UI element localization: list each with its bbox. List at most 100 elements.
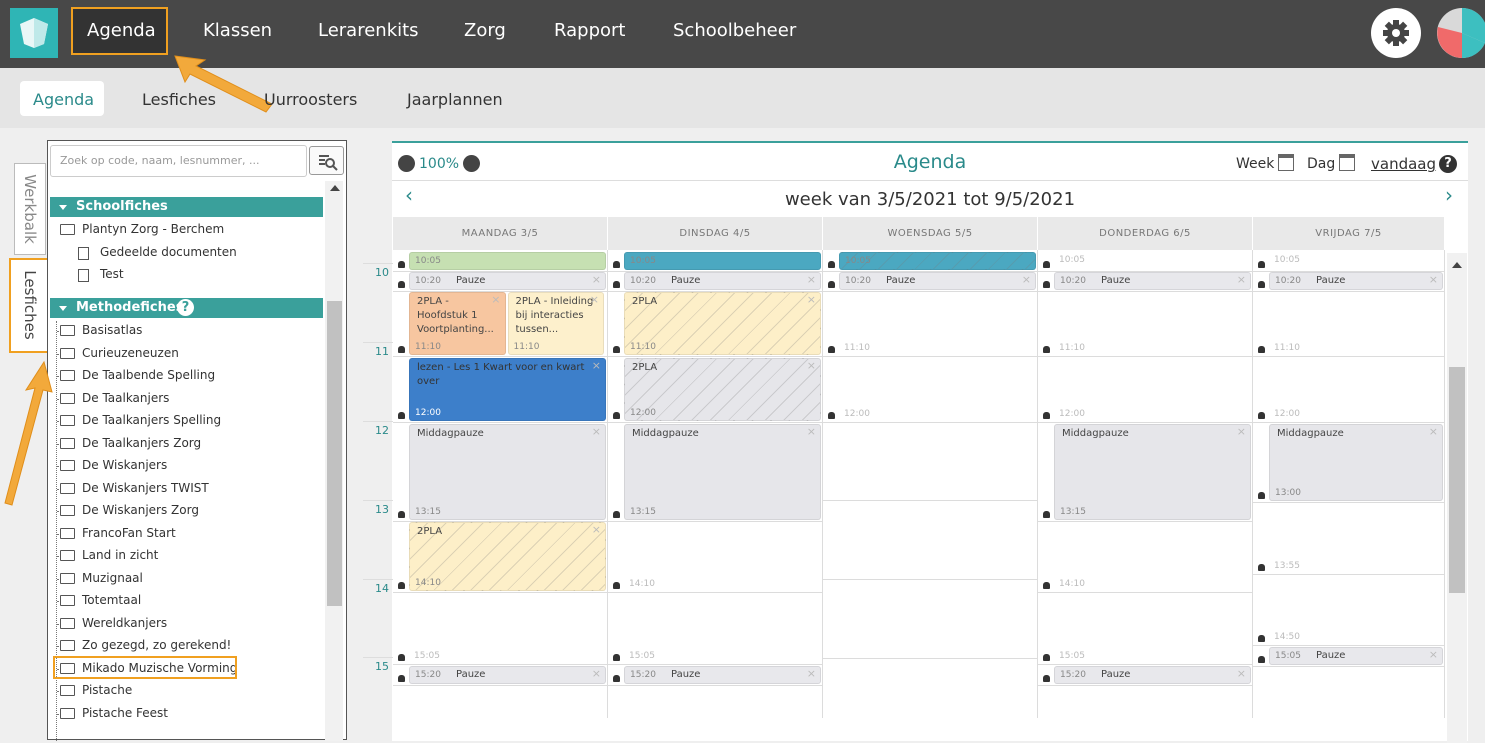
event[interactable]: 12:00 <box>1054 358 1251 421</box>
tree-item[interactable]: De Wiskanjers TWIST <box>82 480 209 495</box>
event[interactable]: 12:00 lezen - Les 1 Kwart voor en kwart o… <box>409 358 606 421</box>
close-icon[interactable]: × <box>591 273 601 286</box>
tree-item[interactable]: De Taalbende Spelling <box>82 368 216 382</box>
event[interactable]: 10:20 Pauze × <box>1269 272 1443 290</box>
close-icon[interactable]: × <box>806 425 816 438</box>
event[interactable]: 12:00 <box>839 358 1036 421</box>
close-icon[interactable]: × <box>806 293 816 306</box>
event[interactable]: 14:50 <box>1269 574 1443 644</box>
tree-item[interactable]: Zo gezegd, zo gerekend! <box>82 638 232 652</box>
zoom-out[interactable] <box>398 155 415 172</box>
close-icon[interactable]: × <box>1021 273 1031 286</box>
tree-item[interactable]: Plantyn Zorg - Berchem <box>82 222 225 236</box>
next-week[interactable]: › <box>1445 183 1453 207</box>
event[interactable]: 15:20 Pauze × <box>624 666 821 684</box>
side-tab[interactable]: Lesfiches <box>21 270 39 340</box>
event[interactable]: 13:15 Middagpauze × <box>1054 424 1251 520</box>
scrollbar-thumb[interactable] <box>327 301 342 606</box>
event[interactable]: 13:15 Middagpauze × <box>624 424 821 520</box>
event[interactable]: 12:00 <box>1269 358 1443 421</box>
event[interactable]: 15:05 <box>624 593 821 663</box>
side-tab[interactable]: Werkbalk <box>21 174 39 244</box>
event[interactable]: 10:05 <box>1054 252 1251 270</box>
event[interactable]: 11:10 <box>1054 292 1251 355</box>
event[interactable]: 11:10 2PLA × <box>624 292 821 355</box>
close-icon[interactable]: × <box>1236 425 1246 438</box>
nav-item[interactable]: Schoolbeheer <box>673 20 797 41</box>
close-icon[interactable]: × <box>591 359 601 372</box>
event[interactable]: 13:00 Middagpauze × <box>1269 424 1443 501</box>
nav-item[interactable]: Agenda <box>87 20 156 41</box>
close-icon[interactable]: × <box>1236 667 1246 680</box>
event[interactable]: 13:15 Middagpauze × <box>409 424 606 520</box>
calendar-scrollbar-thumb[interactable] <box>1449 367 1465 593</box>
close-icon[interactable]: × <box>491 293 501 306</box>
close-icon[interactable]: × <box>591 667 601 680</box>
zoom-in[interactable] <box>463 155 480 172</box>
view-day[interactable]: Dag <box>1307 156 1336 172</box>
close-icon[interactable]: × <box>591 425 601 438</box>
section-header[interactable]: Schoolfiches <box>50 197 323 217</box>
close-icon[interactable]: × <box>1428 648 1438 661</box>
close-icon[interactable]: × <box>806 273 816 286</box>
search-input[interactable] <box>50 145 307 177</box>
avatar[interactable] <box>1436 7 1485 59</box>
nav-item[interactable]: Klassen <box>203 20 273 41</box>
sub-nav-item[interactable]: Agenda <box>33 90 95 109</box>
event[interactable]: 10:20 Pauze × <box>624 272 821 290</box>
close-icon[interactable]: × <box>589 293 599 306</box>
tree-item[interactable]: Test <box>100 267 124 281</box>
event[interactable]: 11:10 2PLA - Hoofdstuk 1 Voortplanting...… <box>409 292 506 355</box>
tree-item[interactable]: De Taalkanjers <box>82 390 170 405</box>
event[interactable]: 15:20 Pauze × <box>1054 666 1251 684</box>
event[interactable]: 14:10 <box>624 522 821 591</box>
event[interactable]: 10:20 Pauze × <box>839 272 1036 290</box>
event[interactable]: 14:10 2PLA × <box>409 522 606 591</box>
event[interactable]: 14:10 <box>1054 522 1251 591</box>
help-icon[interactable]: ? <box>1439 155 1457 173</box>
event[interactable]: 11:10 <box>839 292 1036 355</box>
tree-item[interactable]: Wereldkanjers <box>82 615 168 630</box>
tree-item[interactable]: FrancoFan Start <box>82 525 176 540</box>
tree-item[interactable]: De Wiskanjers <box>82 458 168 472</box>
today-link[interactable]: vandaag <box>1371 155 1437 173</box>
event[interactable]: 10:20 Pauze × <box>409 272 606 290</box>
event[interactable]: 13:55 <box>1269 503 1443 573</box>
nav-item[interactable]: Lerarenkits <box>318 20 419 41</box>
sub-nav-item[interactable]: Lesfiches <box>142 90 217 109</box>
search-button[interactable] <box>309 146 344 175</box>
tree-item[interactable]: Muzignaal <box>82 570 143 585</box>
tree-item[interactable]: De Taalkanjers Zorg <box>82 435 202 450</box>
event[interactable]: 11:10 2PLA - Inleiding bij interacties tu… <box>507 292 604 355</box>
nav-item[interactable]: Rapport <box>554 20 626 41</box>
settings-button[interactable] <box>1371 8 1421 58</box>
tree-item[interactable]: Totemtaal <box>82 593 142 607</box>
close-icon[interactable]: × <box>1236 273 1246 286</box>
tree-item[interactable]: Pistache <box>82 683 133 697</box>
event[interactable]: 10:20 Pauze × <box>1054 272 1251 290</box>
view-week[interactable]: Week <box>1236 156 1275 172</box>
tree-item[interactable]: Land in zicht <box>82 548 159 562</box>
help-icon[interactable]: ? <box>177 299 194 316</box>
event[interactable]: 15:05 Pauze × <box>1269 647 1443 665</box>
event[interactable]: 11:10 <box>1269 292 1443 355</box>
event[interactable]: 15:05 <box>1054 593 1251 663</box>
sub-nav-item[interactable]: Jaarplannen <box>407 90 503 109</box>
nav-item[interactable]: Zorg <box>464 20 506 41</box>
tree-item[interactable]: Curieuzeneuzen <box>82 345 179 360</box>
event[interactable]: 12:00 2PLA × <box>624 358 821 421</box>
event[interactable]: 15:20 Pauze × <box>409 666 606 684</box>
tree-item[interactable]: Gedeelde documenten <box>100 244 237 259</box>
event[interactable]: 10:05 <box>409 252 606 270</box>
prev-week[interactable]: ‹ <box>405 183 413 207</box>
logo[interactable] <box>10 8 58 58</box>
close-icon[interactable]: × <box>806 359 816 372</box>
event[interactable]: 15:05 <box>409 593 606 663</box>
tree-item[interactable]: De Taalkanjers Spelling <box>82 413 222 427</box>
event[interactable]: 10:05 <box>1269 252 1443 270</box>
tree-item[interactable]: Mikado Muzische Vorming <box>82 660 238 675</box>
close-icon[interactable]: × <box>806 667 816 680</box>
scroll-up[interactable] <box>330 185 340 191</box>
tree-item[interactable]: Pistache Feest <box>82 705 168 720</box>
close-icon[interactable]: × <box>1428 425 1438 438</box>
